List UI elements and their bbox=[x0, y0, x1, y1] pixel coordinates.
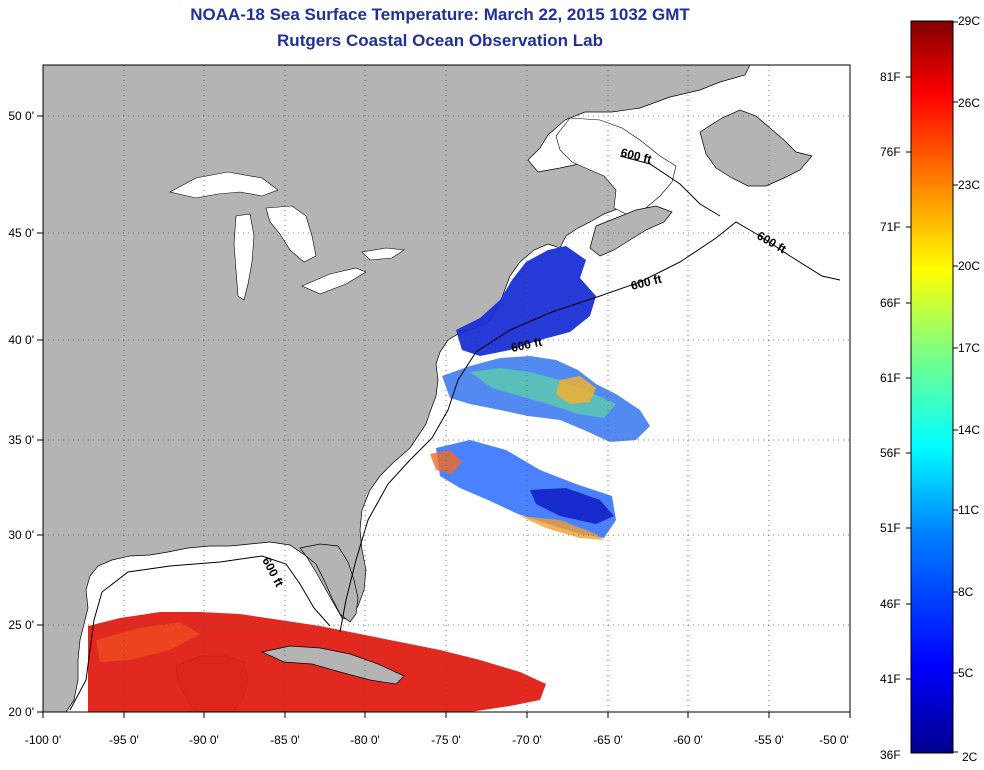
lon-tick-label: -95 0' bbox=[109, 733, 139, 747]
land-north-america bbox=[43, 65, 751, 712]
lake-huron bbox=[265, 205, 317, 263]
colorbar-celsius-label: 14C bbox=[958, 423, 981, 437]
sst-south-cold bbox=[530, 488, 614, 524]
lon-tick-label: -80 0' bbox=[350, 733, 380, 747]
colorbar-celsius-label: 11C bbox=[958, 503, 980, 517]
colorbar-fahrenheit-label: 56F bbox=[880, 446, 901, 460]
land-florida bbox=[299, 543, 359, 623]
colorbar-fahrenheit-label: 76F bbox=[880, 145, 901, 159]
colorbar-fahrenheit-label: 66F bbox=[880, 296, 901, 310]
colorbar-celsius-label: 29C bbox=[958, 14, 981, 28]
lon-tick-label: -85 0' bbox=[270, 733, 300, 747]
isobath-600ft-line bbox=[339, 221, 841, 633]
colorbar-fahrenheit-label: 51F bbox=[880, 521, 901, 535]
isobath-label: 600 ft bbox=[510, 335, 544, 355]
lat-tick-label: 20 0' bbox=[8, 705, 34, 719]
colorbar-fahrenheit-label: 61F bbox=[880, 371, 901, 385]
colorbar-fahrenheit-label: 36F bbox=[880, 748, 901, 762]
lat-tick-label: 50 0' bbox=[8, 109, 34, 123]
colorbar-ticks bbox=[906, 21, 958, 753]
colorbar-fahrenheit-label: 81F bbox=[880, 70, 901, 84]
lat-tick-label: 25 0' bbox=[8, 618, 34, 632]
colorbar-celsius-label: 20C bbox=[958, 259, 981, 273]
colorbar-celsius-label: 23C bbox=[958, 178, 981, 192]
sst-warm-region-orange bbox=[96, 622, 200, 662]
lat-tick-label: 45 0' bbox=[8, 226, 34, 240]
lat-tick-label: 40 0' bbox=[8, 333, 34, 347]
colorbar-fahrenheit-label: 46F bbox=[880, 597, 901, 611]
colorbar-celsius-label: 17C bbox=[958, 341, 981, 355]
sst-warm-spots bbox=[556, 376, 596, 404]
sst-south-warm bbox=[430, 450, 462, 474]
land-cuba bbox=[260, 645, 405, 685]
lon-tick-label: -50 0' bbox=[819, 733, 849, 747]
land-newfoundland bbox=[699, 109, 813, 187]
lat-tick-label: 35 0' bbox=[8, 433, 34, 447]
sst-south-edge-warm bbox=[520, 516, 604, 540]
isobath-600ft-line bbox=[69, 555, 331, 711]
colorbar-celsius-label: 26C bbox=[958, 96, 981, 110]
axis-ticks bbox=[37, 115, 851, 718]
lon-tick-label: -60 0' bbox=[673, 733, 703, 747]
land-nova-scotia bbox=[589, 205, 673, 257]
lon-tick-label: -90 0' bbox=[189, 733, 219, 747]
colorbar-celsius-label: 2C bbox=[962, 750, 978, 764]
isobath-600ft-line bbox=[619, 155, 721, 217]
lake-ontario bbox=[361, 247, 405, 261]
sst-mixed-patch bbox=[470, 368, 616, 418]
map-title: NOAA-18 Sea Surface Temperature: March 2… bbox=[190, 5, 690, 24]
lake-superior bbox=[169, 171, 279, 199]
colorbar bbox=[910, 20, 954, 754]
colorbar-fahrenheit-label: 41F bbox=[880, 672, 901, 686]
sst-cold-region bbox=[456, 246, 596, 356]
lon-tick-label: -65 0' bbox=[593, 733, 623, 747]
lon-tick-label: -75 0' bbox=[431, 733, 461, 747]
lon-tick-label: -55 0' bbox=[754, 733, 784, 747]
lake-michigan bbox=[233, 213, 255, 301]
colorbar-celsius-label: 8C bbox=[958, 585, 974, 599]
lon-tick-label: -100 0' bbox=[25, 733, 61, 747]
lake-erie bbox=[301, 267, 367, 295]
colorbar-fahrenheit-label: 71F bbox=[880, 220, 901, 234]
lat-tick-label: 30 0' bbox=[8, 528, 34, 542]
lon-tick-label: -70 0' bbox=[512, 733, 542, 747]
map-subtitle: Rutgers Coastal Ocean Observation Lab bbox=[277, 31, 603, 50]
colorbar-celsius-label: 5C bbox=[958, 666, 974, 680]
